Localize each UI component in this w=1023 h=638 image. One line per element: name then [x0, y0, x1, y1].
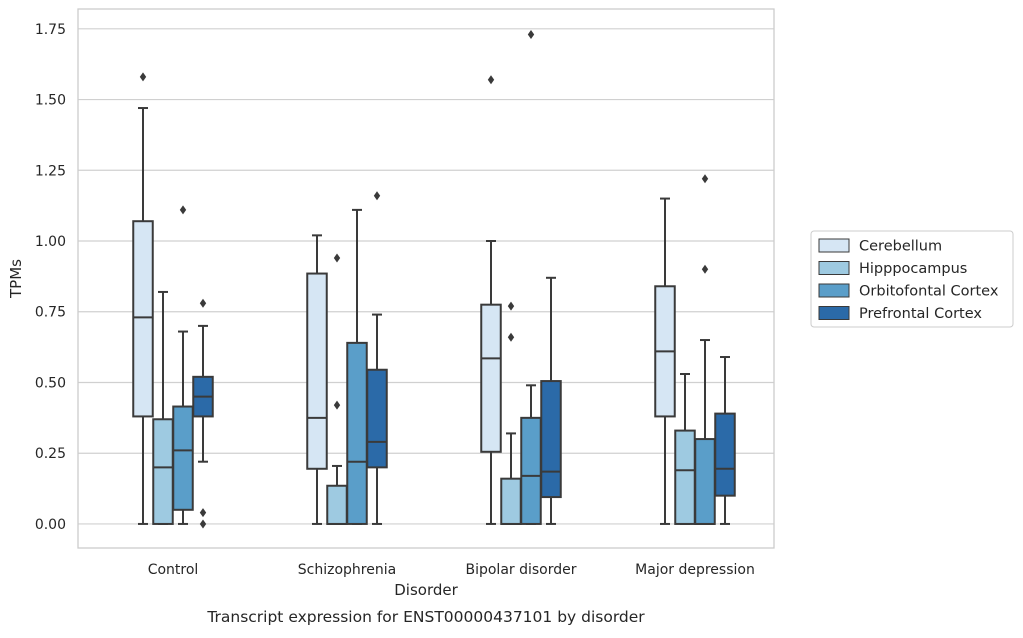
box-body [326, 484, 348, 525]
legend-label: Cerebellum [859, 239, 942, 255]
legend-swatch [818, 306, 850, 320]
box-orbitofontal-cortex [520, 29, 542, 525]
x-tick-label: Control [148, 562, 199, 578]
box-hipppocampus [326, 253, 348, 525]
y-tick-label: 1.75 [35, 22, 66, 38]
box-hipppocampus [674, 372, 696, 525]
legend-swatch [818, 238, 850, 253]
box-hipppocampus [152, 290, 174, 525]
legend-label: Hipppocampus [859, 261, 967, 277]
box-body [500, 477, 522, 525]
box-body [520, 416, 542, 525]
outlier-point [199, 519, 207, 529]
box-orbitofontal-cortex [694, 174, 716, 525]
box-body [694, 438, 716, 525]
box-body [540, 380, 562, 499]
box-body [152, 418, 174, 525]
y-tick-label: 0.75 [35, 305, 66, 321]
box-orbitofontal-cortex [172, 205, 194, 525]
y-tick-label: 1.00 [35, 234, 66, 250]
box-prefrontal-cortex [540, 276, 562, 525]
y-tick-label: 0.25 [35, 446, 66, 462]
outlier-point [507, 301, 515, 311]
legend-label: Prefrontal Cortex [859, 306, 982, 322]
y-tick-label: 1.50 [35, 93, 66, 109]
box-body [366, 368, 388, 469]
outlier-point [199, 298, 207, 308]
outlier-point [139, 72, 147, 82]
chart-caption: Transcript expression for ENST0000043710… [206, 608, 645, 626]
outlier-point [701, 174, 709, 184]
legend-label: Orbitofontal Cortex [859, 284, 999, 300]
outlier-point [507, 332, 515, 342]
legend: Cerebellum Hipppocampus Orbitofontal Corte… [810, 230, 1014, 328]
box-body [172, 405, 194, 511]
box-hipppocampus [500, 301, 522, 525]
y-axis-label: TPMs [7, 259, 25, 299]
box-prefrontal-cortex [192, 298, 214, 529]
legend-swatch [818, 283, 850, 298]
box-body [132, 220, 154, 418]
x-tick-label: Bipolar disorder [465, 562, 576, 578]
box-cerebellum [306, 234, 328, 525]
legend-frame [810, 230, 1014, 328]
box-prefrontal-cortex [714, 356, 736, 525]
box-body [306, 272, 328, 470]
box-body [674, 429, 696, 525]
plot-frame [77, 8, 775, 549]
y-tick-label: 0.50 [35, 375, 66, 391]
outlier-point [701, 264, 709, 274]
y-tick-label: 0.00 [35, 517, 66, 533]
box-cerebellum [480, 75, 502, 525]
box-cerebellum [132, 72, 154, 525]
outlier-point [179, 205, 187, 215]
outlier-point [527, 29, 535, 39]
y-tick-label: 1.25 [35, 163, 66, 179]
outlier-point [487, 75, 495, 85]
x-tick-label: Major depression [635, 562, 755, 578]
outlier-point [333, 253, 341, 263]
legend-swatch [818, 261, 850, 275]
x-axis-label: Disorder [394, 581, 458, 599]
outlier-point [373, 191, 381, 201]
box-orbitofontal-cortex [346, 208, 368, 525]
outlier-point [333, 400, 341, 410]
outlier-point [199, 508, 207, 518]
box-plot-series [132, 29, 736, 529]
y-tick-labels: 0.00 0.25 0.50 0.75 1.00 1.25 1.50 1.75 [35, 22, 66, 533]
x-tick-label: Schizophrenia [298, 562, 396, 578]
box-prefrontal-cortex [366, 191, 388, 525]
box-body [346, 341, 368, 525]
x-tick-labels: Control Schizophrenia Bipolar disorder Majo… [148, 562, 755, 578]
box-cerebellum [654, 197, 676, 525]
box-body [480, 303, 502, 453]
box-body [714, 412, 736, 497]
